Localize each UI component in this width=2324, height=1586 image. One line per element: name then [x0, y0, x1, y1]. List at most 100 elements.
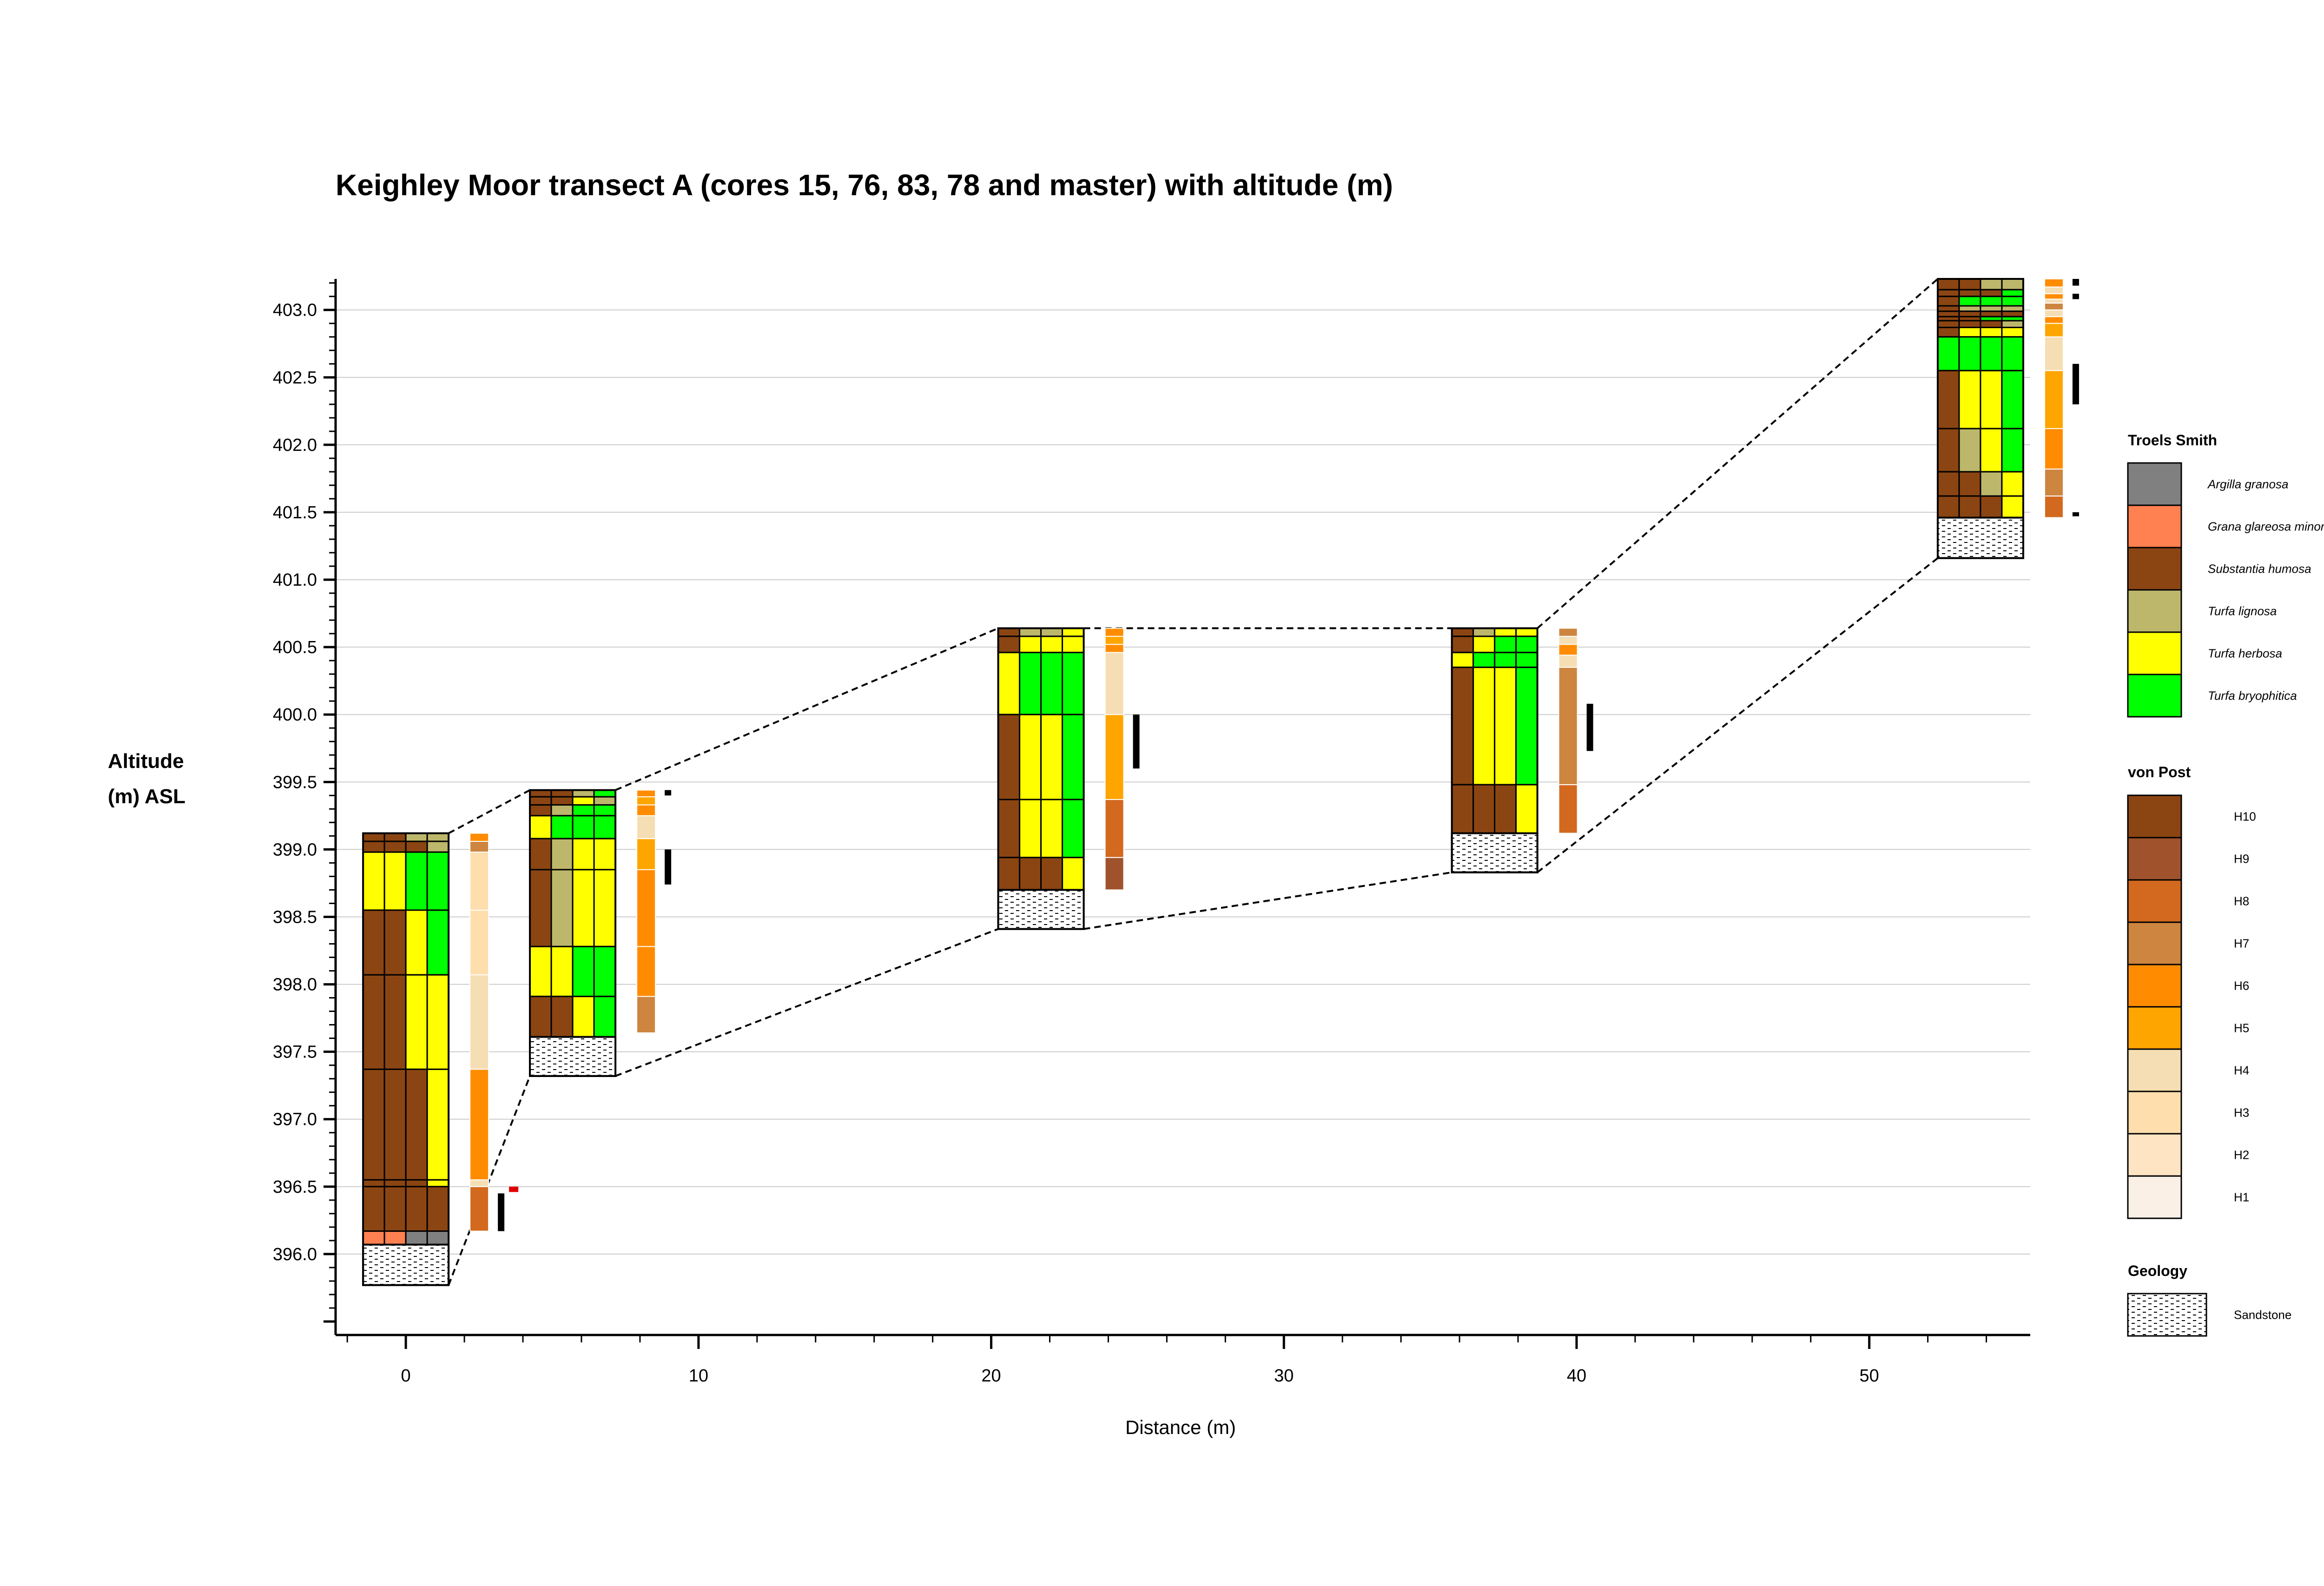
core-cell — [529, 838, 552, 871]
humification-band — [469, 1186, 489, 1232]
humification-band — [469, 833, 489, 842]
core-cell — [593, 789, 616, 798]
core-cell — [1019, 799, 1042, 859]
legend-label: Argilla granosa — [2207, 477, 2288, 491]
x-tick-label: 40 — [1567, 1366, 1586, 1386]
core-cell — [362, 851, 385, 911]
correlation-line-base — [448, 1076, 531, 1286]
core-cell — [383, 909, 407, 976]
core-cell — [1040, 652, 1063, 715]
legend-swatch — [2127, 837, 2182, 881]
core-cell — [529, 869, 552, 947]
y-tick-label: 399.5 — [273, 773, 317, 792]
sample-marker — [2072, 363, 2079, 404]
core-outline — [1451, 627, 1538, 873]
core-cell — [1937, 305, 1960, 312]
y-tick-label: 399.0 — [273, 840, 317, 859]
core-cell — [550, 945, 574, 998]
humification-band — [469, 974, 489, 1070]
humification-band — [636, 996, 656, 1034]
legend-label: H2 — [2234, 1148, 2249, 1162]
y-tick-label: 402.5 — [273, 368, 317, 388]
core-cell — [362, 1186, 385, 1232]
core-cell — [1937, 471, 1960, 497]
core — [997, 627, 1140, 930]
core-cell — [1472, 628, 1496, 637]
humification-band — [1104, 644, 1124, 653]
core-cell — [593, 945, 616, 998]
core-cell — [1958, 311, 1981, 317]
core-cell — [1494, 635, 1517, 654]
core-cell — [405, 1230, 428, 1246]
y-tick-label: 402.0 — [273, 436, 317, 455]
humification-band — [1558, 667, 1578, 786]
sample-marker — [2072, 512, 2079, 516]
core-cell — [1980, 428, 2003, 473]
core-cell — [383, 851, 407, 911]
core-cell — [997, 628, 1021, 637]
core-cell — [426, 909, 449, 976]
legend-swatch — [2127, 1133, 2182, 1177]
humification-band — [469, 852, 489, 911]
humification-band — [636, 789, 656, 798]
core-cell — [383, 1179, 407, 1188]
legend-swatch — [2127, 504, 2182, 548]
legend-troels-smith-title: Troels Smith — [2128, 432, 2217, 449]
core-cell — [550, 996, 574, 1038]
legend-label: H9 — [2234, 852, 2249, 866]
humification-band — [1558, 628, 1578, 637]
humification-band — [469, 1069, 489, 1181]
core-outline — [997, 627, 1085, 930]
core-cell — [1040, 628, 1063, 637]
legend-swatch — [2127, 1006, 2182, 1050]
y-tick-label: 397.0 — [273, 1110, 317, 1130]
core-cell — [1958, 428, 1981, 473]
humification-band — [2044, 336, 2064, 371]
humification-band — [636, 946, 656, 997]
y-tick-label: 398.5 — [273, 907, 317, 927]
core-cell — [1062, 799, 1085, 859]
humification-band — [469, 909, 489, 976]
core-cell — [1451, 628, 1474, 637]
core-cell — [1937, 370, 1960, 430]
core-cell — [362, 1068, 385, 1181]
core-cell — [1937, 296, 1960, 307]
core-cell — [997, 635, 1021, 654]
core-cell — [1980, 311, 2003, 317]
core-cell — [572, 796, 595, 806]
sandstone-base — [1451, 832, 1538, 873]
core-cell — [1451, 667, 1474, 786]
core-cell — [1062, 857, 1085, 891]
y-tick-label: 400.5 — [273, 638, 317, 657]
humification-band — [1104, 714, 1124, 800]
sample-marker — [665, 849, 672, 885]
core-cell — [1980, 370, 2003, 430]
legend-label: Turfa bryophitica — [2208, 689, 2297, 703]
humification-band — [1104, 652, 1124, 715]
core-cell — [1062, 635, 1085, 654]
core-cell — [426, 974, 449, 1070]
cores — [362, 278, 2079, 1286]
core-cell — [550, 789, 574, 798]
correlation-line-base — [1083, 871, 1452, 930]
legend-von-post-title: von Post — [2128, 764, 2191, 780]
core-cell — [405, 974, 428, 1070]
core-cell — [1019, 857, 1042, 891]
core-cell — [2001, 296, 2024, 307]
humification-band — [2044, 469, 2064, 497]
core-cell — [1937, 326, 1960, 338]
humification-band — [2044, 298, 2064, 304]
core-cell — [1472, 667, 1496, 786]
legend-label: H3 — [2234, 1106, 2249, 1120]
core-cell — [426, 1179, 449, 1188]
core-cell — [405, 909, 428, 976]
core-cell — [1494, 667, 1517, 786]
core-cell — [1980, 305, 2003, 312]
core-cell — [1515, 667, 1538, 786]
humification-band — [1104, 857, 1124, 891]
legend-swatch — [2127, 794, 2182, 839]
core-cell — [1040, 857, 1063, 891]
humification-band — [1104, 799, 1124, 858]
humification-band — [2044, 309, 2064, 317]
